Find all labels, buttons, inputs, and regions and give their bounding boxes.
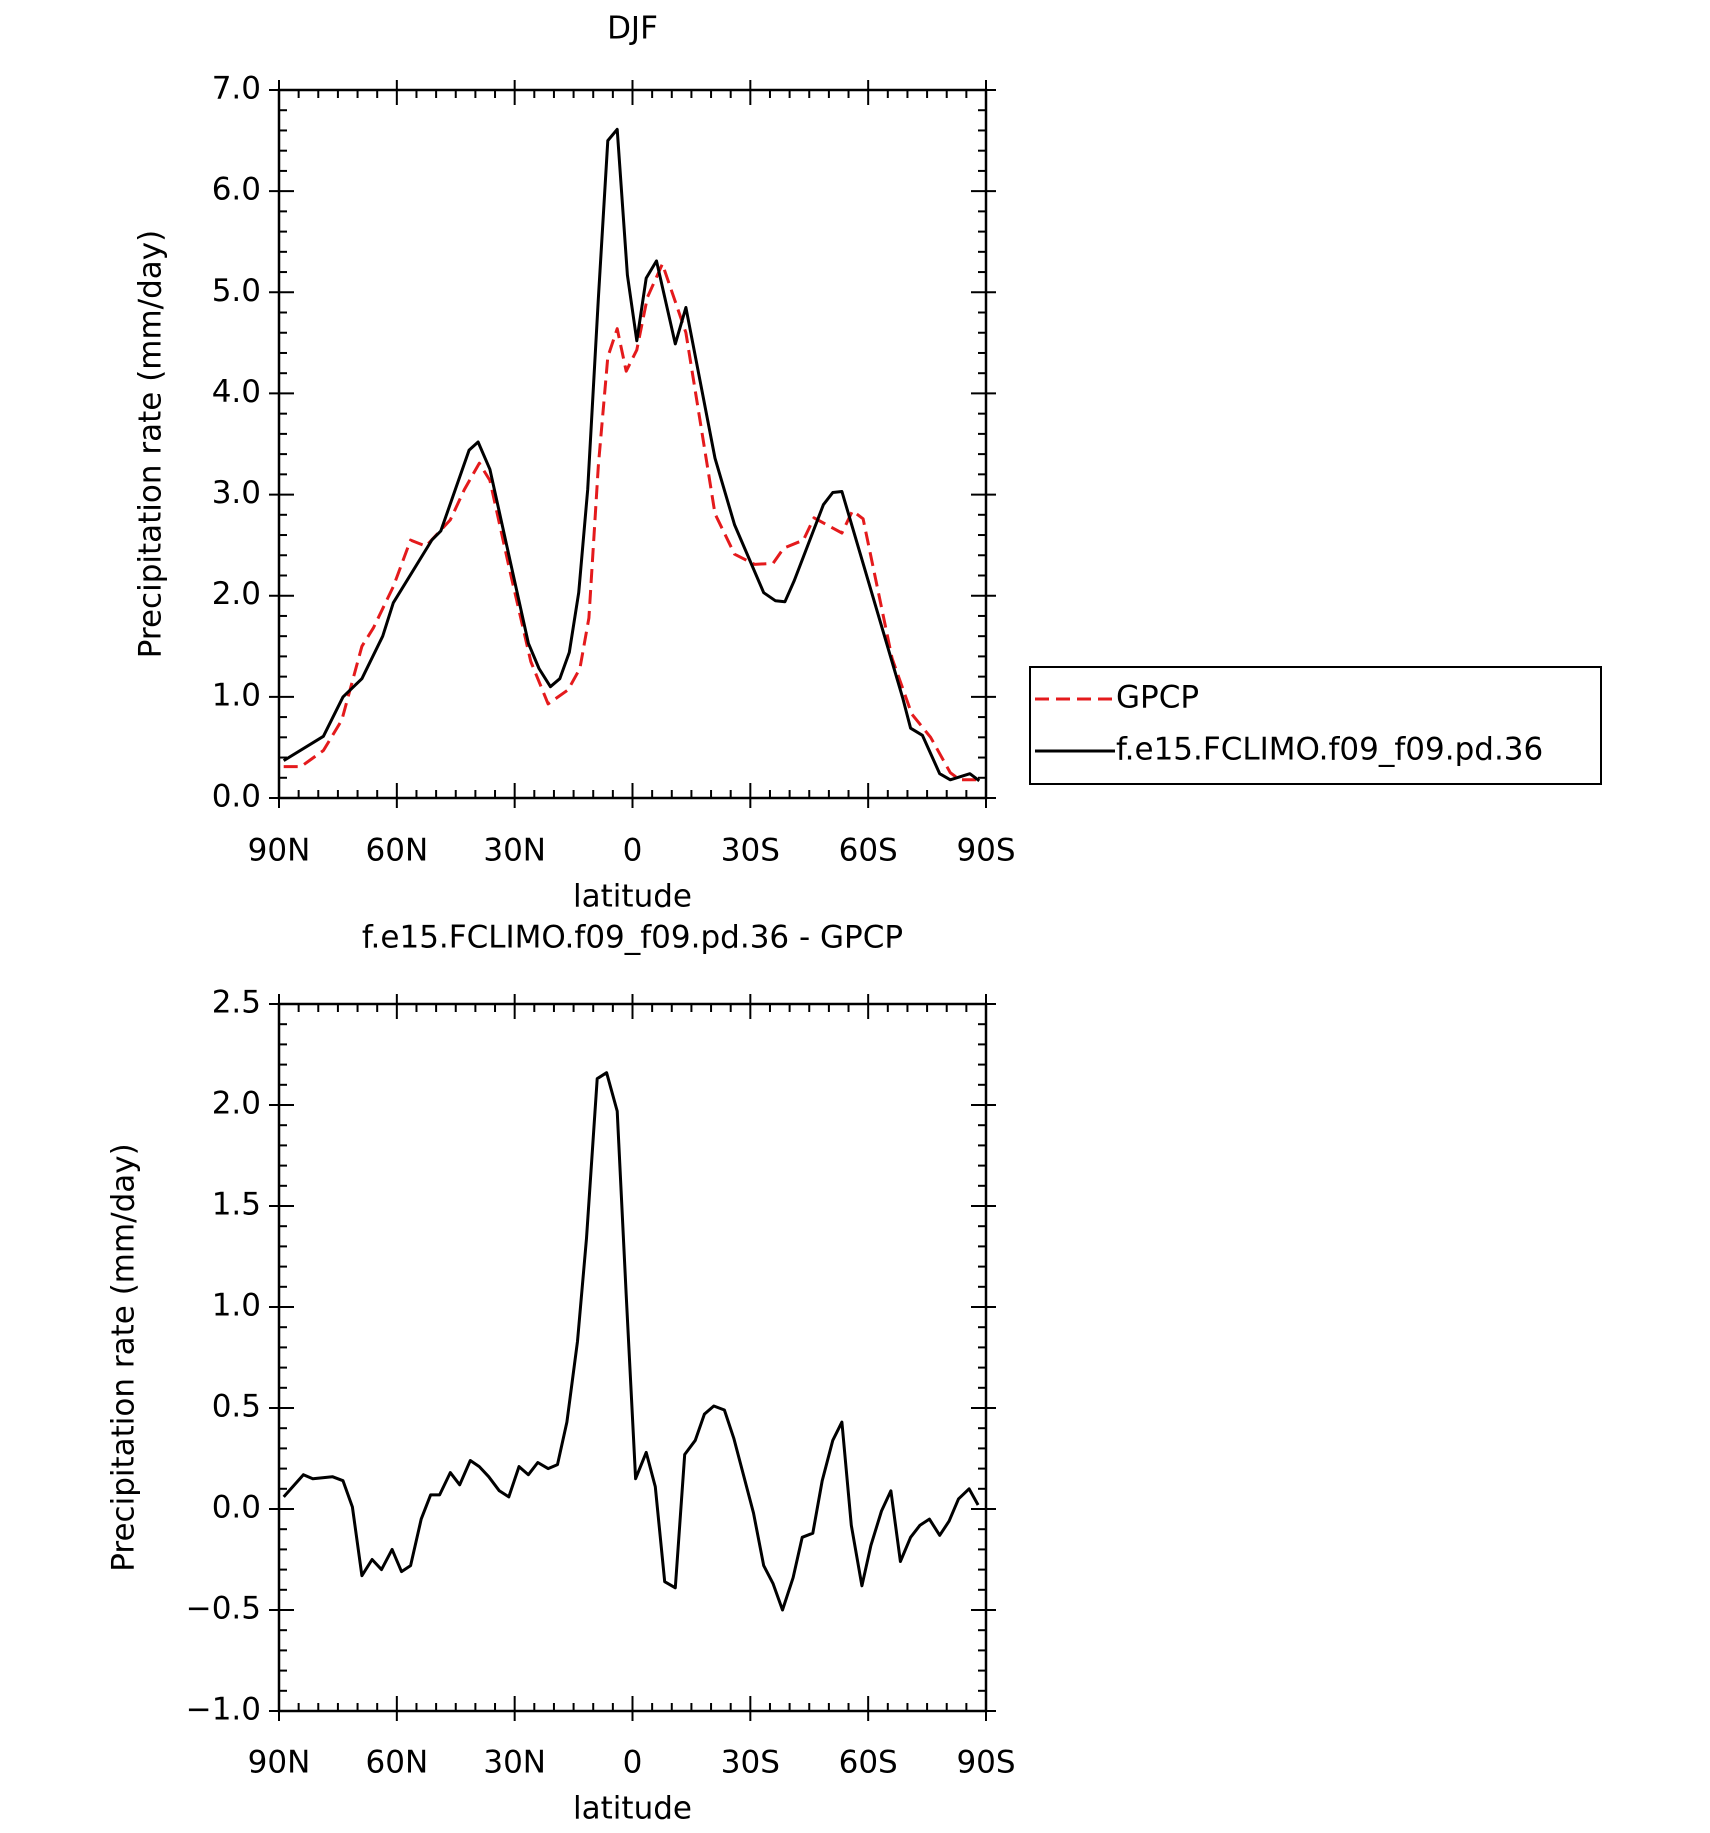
y-tick-label: 1.0	[212, 1288, 261, 1324]
y-axis-label: Precipitation rate (mm/day)	[106, 1143, 142, 1572]
plot: f.e15.FCLIMO.f09_f09.pd.36 - GPCP latitud…	[106, 920, 1016, 1827]
chart-title: f.e15.FCLIMO.f09_f09.pd.36 - GPCP	[362, 920, 903, 956]
y-tick-label: 2.0	[212, 1086, 261, 1122]
y-axis-label: Precipitation rate (mm/day)	[133, 230, 169, 659]
x-tick-label: 30S	[721, 833, 780, 869]
x-tick-label: 60N	[366, 833, 429, 869]
x-tick-label: 90N	[248, 833, 311, 869]
plot-frame	[277, 1002, 988, 1713]
x-tick-label: 0	[623, 1745, 643, 1781]
legend-label: f.e15.FCLIMO.f09_f09.pd.36	[1116, 732, 1543, 768]
x-tick-label: 30N	[483, 1745, 546, 1781]
legend-label: GPCP	[1116, 680, 1199, 716]
y-tick-label: −0.5	[186, 1591, 261, 1627]
plot: DJF latitude Precipitation rate (mm/day) 90…	[133, 11, 1602, 915]
y-tick-label: 1.5	[212, 1187, 261, 1223]
x-tick-label: 90S	[956, 833, 1015, 869]
x-tick-label: 90S	[956, 1745, 1015, 1781]
y-tick-label: 2.0	[212, 576, 261, 612]
x-tick-label: 0	[623, 833, 643, 869]
y-tick-label: 5.0	[212, 273, 261, 309]
x-axis-label: latitude	[573, 1791, 692, 1827]
data-line	[282, 127, 981, 782]
y-tick-label: 7.0	[212, 71, 261, 107]
y-tick-label: 0.0	[212, 1490, 261, 1526]
y-tick-label: 1.0	[212, 677, 261, 713]
data-line	[282, 1071, 980, 1612]
y-tick-label: 6.0	[212, 172, 261, 208]
y-tick-label: 3.0	[212, 475, 261, 511]
y-tick-label: 0.0	[212, 779, 261, 815]
y-tick-label: 0.5	[212, 1389, 261, 1425]
plot-frame	[277, 88, 988, 800]
chart-title: DJF	[607, 11, 658, 47]
x-tick-label: 30S	[721, 1745, 780, 1781]
x-tick-label: 90N	[248, 1745, 311, 1781]
y-tick-label: 2.5	[212, 985, 261, 1021]
data-line	[283, 262, 980, 782]
legend-box	[1029, 666, 1602, 785]
x-tick-label: 30N	[483, 833, 546, 869]
x-tick-label: 60S	[839, 1745, 898, 1781]
x-axis-label: latitude	[573, 879, 692, 915]
x-tick-label: 60S	[839, 833, 898, 869]
x-tick-label: 60N	[366, 1745, 429, 1781]
y-tick-label: −1.0	[186, 1692, 261, 1728]
y-tick-label: 4.0	[212, 374, 261, 410]
